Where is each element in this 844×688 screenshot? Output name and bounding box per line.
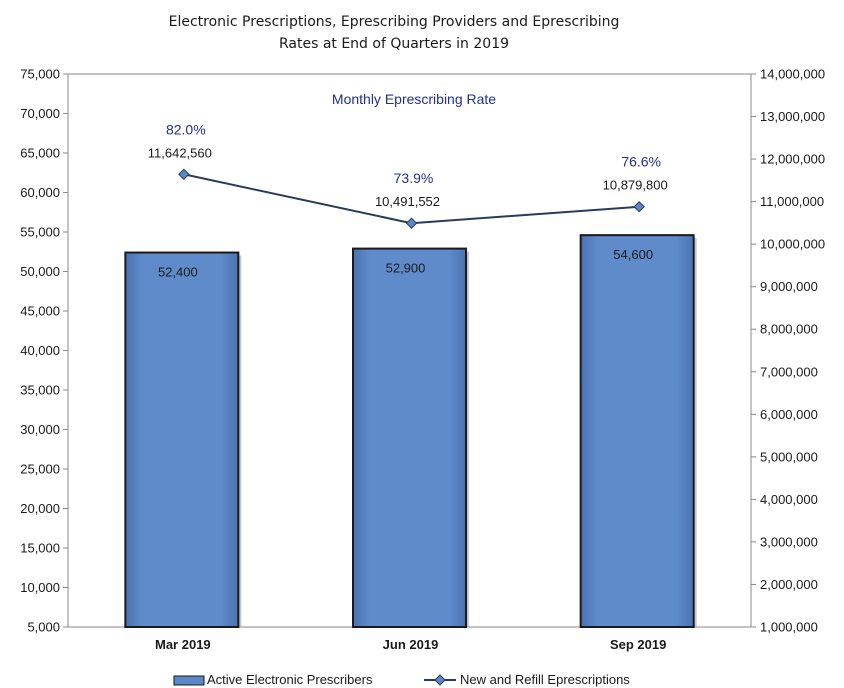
right-axis-tick-label: 4,000,000 bbox=[760, 492, 818, 507]
left-axis-tick-label: 75,000 bbox=[20, 67, 60, 82]
legend-item-bars: Active Electronic Prescribers bbox=[173, 672, 373, 687]
rate-annotation-title: Monthly Eprescribing Rate bbox=[332, 91, 496, 107]
right-axis-tick-label: 2,000,000 bbox=[760, 577, 818, 592]
legend-marker bbox=[434, 674, 446, 686]
left-axis: 75,000 70,000 65,000 60,000 55,000 50,000 45,0… bbox=[20, 67, 68, 635]
left-axis-tick-label: 50,000 bbox=[20, 264, 60, 279]
bar bbox=[352, 247, 467, 628]
right-axis-tick-label: 8,000,000 bbox=[760, 322, 818, 337]
bar-data-label: 52,900 bbox=[386, 261, 426, 276]
left-axis-tick-label: 70,000 bbox=[20, 106, 60, 121]
right-axis-tick-label: 14,000,000 bbox=[760, 67, 825, 82]
right-axis-tick-label: 10,000,000 bbox=[760, 237, 825, 252]
line-point bbox=[405, 217, 418, 229]
category-label: Sep 2019 bbox=[610, 637, 666, 652]
legend-item-line: New and Refill Eprescriptions bbox=[424, 672, 630, 687]
left-axis-tick-label: 20,000 bbox=[20, 501, 60, 516]
category-label: Jun 2019 bbox=[383, 637, 439, 652]
bar-data-label: 52,400 bbox=[158, 265, 198, 280]
legend: Active Electronic Prescribers New and Re… bbox=[173, 672, 630, 687]
left-axis-tick-label: 45,000 bbox=[20, 304, 60, 319]
chart-title-line-2: Rates at End of Quarters in 2019 bbox=[279, 36, 509, 52]
category-label: Mar 2019 bbox=[155, 637, 211, 652]
left-axis-tick-label: 30,000 bbox=[20, 422, 60, 437]
left-axis-tick-label: 25,000 bbox=[20, 462, 60, 477]
line-data-label: 10,491,552 bbox=[375, 194, 440, 209]
line-point bbox=[633, 201, 645, 213]
right-axis-tick-label: 5,000,000 bbox=[760, 449, 818, 464]
legend-label-line: New and Refill Eprescriptions bbox=[460, 672, 630, 687]
right-axis-tick-label: 1,000,000 bbox=[760, 620, 818, 635]
right-axis-tick-label: 12,000,000 bbox=[760, 152, 825, 167]
chart-title-line-1: Electronic Prescriptions, Eprescribing P… bbox=[169, 14, 620, 30]
right-axis-tick-label: 3,000,000 bbox=[760, 534, 818, 549]
bar-data-label: 54,600 bbox=[613, 247, 653, 262]
bar bbox=[124, 251, 240, 628]
line-data-label: 11,642,560 bbox=[148, 145, 212, 160]
right-axis-tick-label: 13,000,000 bbox=[760, 109, 825, 124]
right-axis: 14,000,000 13,000,000 12,000,000 11,000,000… bbox=[751, 67, 825, 635]
left-axis-tick-label: 35,000 bbox=[20, 383, 60, 398]
right-axis-tick-label: 6,000,000 bbox=[760, 407, 818, 422]
line-point bbox=[178, 168, 190, 180]
line-series: 11,642,560 82.0% 10,491,552 73.9% 10,879,800… bbox=[148, 121, 668, 229]
rate-label: 73.9% bbox=[394, 170, 434, 186]
legend-label-bars: Active Electronic Prescribers bbox=[207, 672, 373, 687]
left-axis-tick-label: 5,000 bbox=[27, 620, 60, 635]
left-axis-tick-label: 65,000 bbox=[20, 146, 60, 161]
bar bbox=[579, 234, 695, 628]
right-axis-tick-label: 7,000,000 bbox=[760, 364, 818, 379]
left-axis-tick-label: 15,000 bbox=[20, 541, 60, 556]
left-axis-tick-label: 40,000 bbox=[20, 343, 60, 358]
line-data-label: 10,879,800 bbox=[603, 178, 668, 193]
category-labels: Mar 2019 Jun 2019 Sep 2019 bbox=[155, 637, 666, 652]
right-axis-tick-label: 9,000,000 bbox=[760, 279, 818, 294]
left-axis-tick-label: 10,000 bbox=[20, 580, 60, 595]
rate-label: 82.0% bbox=[166, 121, 206, 137]
left-axis-tick-label: 55,000 bbox=[20, 225, 60, 240]
legend-swatch-bars bbox=[173, 675, 205, 686]
right-axis-tick-label: 11,000,000 bbox=[760, 194, 824, 209]
left-axis-tick-label: 60,000 bbox=[20, 185, 60, 200]
bars: 52,400 52,900 54,600 bbox=[124, 234, 697, 628]
rate-label: 76.6% bbox=[621, 154, 661, 170]
